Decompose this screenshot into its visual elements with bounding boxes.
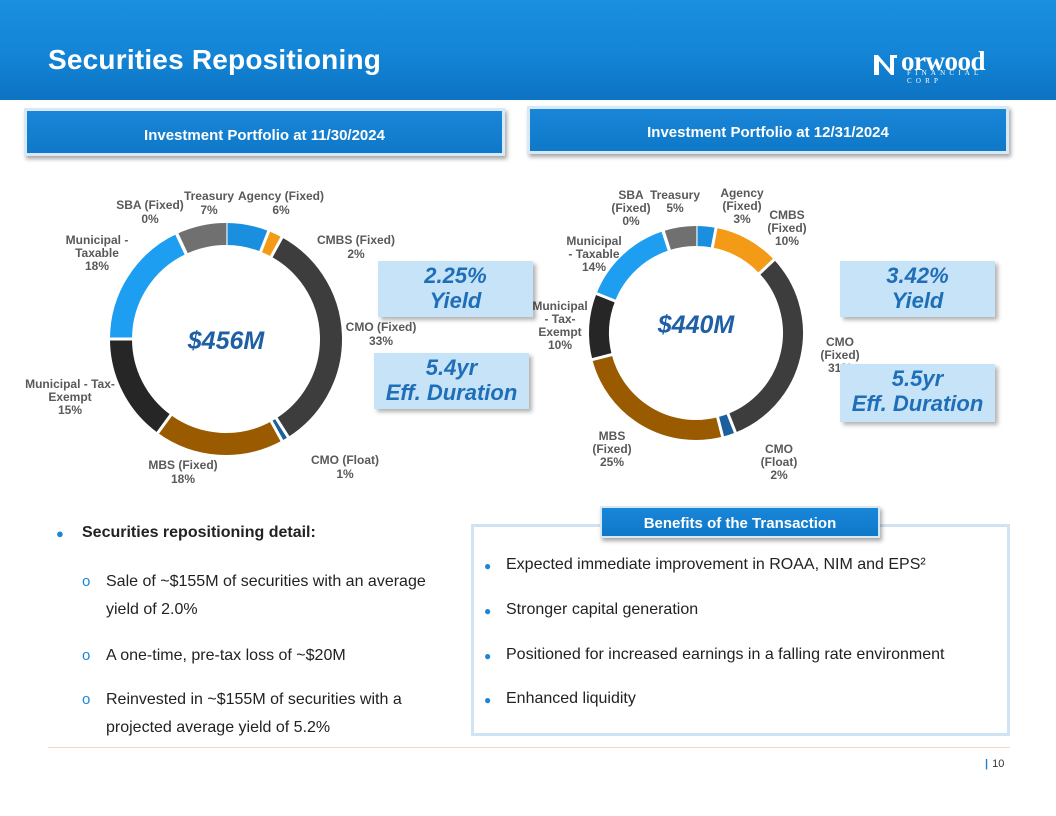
slice-separator (715, 415, 725, 438)
right-label-muni-taxable: Municipal - Taxable 14% (566, 234, 621, 274)
left-label-agency: Agency (Fixed) 6% (238, 189, 324, 217)
slice-separator (269, 235, 284, 259)
slice-separator (258, 229, 271, 254)
slice-separator (156, 413, 173, 435)
right-label-sba: SBA (Fixed) 0% (611, 188, 650, 228)
slice-separator (274, 416, 290, 439)
right-label-cmo-float: CMO (Float) 2% (761, 442, 798, 482)
left-label-cmo-fixed: CMO (Fixed) 33% (346, 320, 417, 348)
logo-word: orwood (901, 46, 986, 76)
bullet-dot-icon: ● (484, 649, 492, 663)
donut-slice-municipal-taxable (596, 231, 670, 302)
right-label-mbs: MBS (Fixed) 25% (592, 429, 631, 469)
donut-slice-cmbs-fixed- (711, 227, 774, 274)
slice-separator (710, 226, 718, 249)
right-portfolio-heading: Investment Portfolio at 12/31/2024 (527, 106, 1009, 154)
norwood-n-icon (874, 55, 897, 75)
donut-slice-treasury (663, 226, 697, 251)
footer-divider (48, 747, 1010, 748)
right-label-treasury: Treasury 5% (650, 188, 700, 215)
donut-slice-municipal-taxable (110, 234, 187, 340)
right-label-agency: Agency (Fixed) 3% (720, 186, 764, 226)
bullet-dot-icon: ● (56, 526, 64, 541)
right-duration-callout: 5.5yr Eff. Duration (840, 364, 995, 422)
left-yield-value: 2.25% (424, 263, 487, 288)
detail-heading: Securities repositioning detail: (82, 524, 316, 541)
left-label-sba: SBA (Fixed) 0% (116, 198, 184, 226)
slice-separator (269, 419, 284, 443)
page-title: Securities Repositioning (48, 44, 382, 75)
bullet-dot-icon: ● (484, 693, 492, 707)
donut-slice-agency-fixed- (695, 226, 717, 248)
circle-bullet-icon: o (82, 691, 91, 708)
left-duration-label: Eff. Duration (385, 380, 518, 405)
donut-slice-cmo-fixed- (727, 259, 803, 433)
slice-separator (726, 412, 738, 434)
right-yield-callout: 3.42% Yield (840, 261, 995, 317)
donut-slice-cmbs-fixed- (260, 231, 282, 257)
donut-slice-cmo-float- (717, 413, 736, 437)
left-label-muni-taxable: Municipal -Taxable 18% (66, 233, 129, 273)
left-label-mbs: MBS (Fixed) 18% (148, 458, 217, 486)
right-label-muni-exempt: Municipal - Tax-Exempt 10% (532, 299, 587, 352)
right-duration-value: 5.5yr (891, 366, 944, 391)
slice-separator (595, 291, 617, 303)
company-logo: orwood FINANCIAL CORP (873, 46, 1013, 85)
donut-slice-agency-fixed- (225, 223, 269, 252)
left-yield-label: Yield (429, 288, 482, 313)
donut-chart-left (109, 222, 342, 455)
left-label-cmo-float: CMO (Float) 1% (311, 453, 379, 481)
left-duration-callout: 5.4yr Eff. Duration (374, 353, 529, 409)
bullet-dot-icon: ● (484, 604, 492, 618)
donut-chart-right (589, 225, 803, 440)
right-yield-label: Yield (891, 288, 944, 313)
left-portfolio-heading: Investment Portfolio at 11/30/2024 (24, 108, 505, 156)
bullet-dot-icon: ● (484, 559, 492, 573)
donut-slice-municipal-tax-exempt (589, 293, 616, 360)
logo-sub: FINANCIAL CORP (907, 69, 983, 85)
left-label-treasury: Treasury 7% (184, 189, 234, 217)
donut-slice-mbs-fixed- (157, 414, 282, 455)
circle-bullet-icon: o (82, 647, 91, 664)
header-bar: Securities Repositioning orwood FINANCIA… (0, 0, 1056, 100)
circle-bullet-icon: o (82, 573, 91, 590)
left-yield-callout: 2.25% Yield (378, 261, 533, 317)
benefits-heading: Benefits of the Transaction (600, 506, 880, 538)
slice-separator (175, 232, 189, 256)
donut-slice-municipal-tax-exempt (110, 338, 172, 433)
slice-separator (661, 229, 672, 252)
left-total: $456M (187, 327, 266, 355)
page-number: | 10 (985, 758, 1005, 770)
right-duration-label: Eff. Duration (851, 391, 984, 416)
donut-slice-treasury (177, 223, 227, 254)
right-yield-value: 3.42% (886, 263, 949, 288)
donut-slice-cmo-fixed- (271, 237, 342, 437)
donut-slice-mbs-fixed- (592, 354, 723, 440)
left-label-muni-exempt: Municipal - Tax-Exempt 15% (25, 377, 115, 417)
donut-charts: SBA (Fixed) 0% Treasury 7% Agency (Fixed) 6… (25, 186, 860, 486)
right-total: $440M (657, 311, 736, 339)
right-label-cmbs: CMBS (Fixed) 10% (767, 208, 806, 248)
left-label-cmbs: CMBS (Fixed) 2% (317, 233, 395, 261)
left-duration-value: 5.4yr (425, 355, 478, 380)
slice-separator (757, 257, 776, 276)
slice-separator (591, 352, 614, 362)
